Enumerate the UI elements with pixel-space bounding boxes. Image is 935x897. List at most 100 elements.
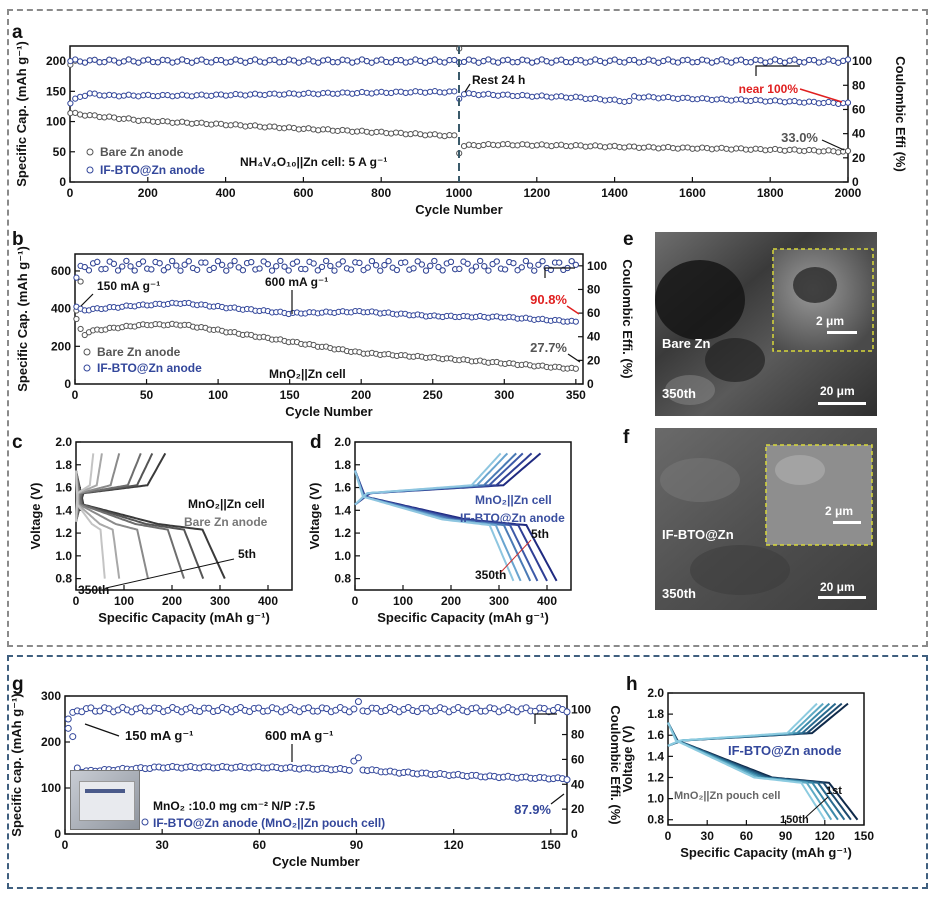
data-point: [413, 708, 421, 716]
sem-image-if-bto-zn: [655, 428, 877, 610]
data-point: [314, 267, 321, 274]
data-point: [239, 267, 247, 274]
data-point: [418, 261, 425, 268]
data-point: [757, 57, 764, 64]
data-point: [131, 267, 138, 274]
data-point: [227, 262, 234, 269]
y-tick-label: 100: [46, 115, 66, 129]
y-tick-label: 1.8: [647, 707, 664, 721]
data-point: [318, 263, 326, 271]
y-tick-label: 0.8: [334, 572, 351, 586]
legend-marker-bare: [86, 148, 94, 156]
y-tick-label: 0.8: [55, 572, 72, 586]
data-point: [431, 56, 438, 63]
data-point: [451, 56, 458, 64]
data-point: [148, 266, 155, 273]
data-point: [364, 264, 371, 271]
x-tick-label: 30: [701, 829, 715, 843]
data-point: [451, 132, 458, 139]
data-point: [481, 263, 488, 270]
x-tick-label: 200: [441, 594, 461, 608]
y-tick-label: 100: [41, 781, 61, 795]
data-point: [154, 59, 161, 66]
cycle-arrow: [105, 558, 235, 589]
annotation-anode: IF-BTO@Zn anode: [728, 743, 842, 758]
y2-tick-label: 0: [587, 377, 594, 391]
y2-tick-label: 100: [587, 259, 607, 273]
x-tick-label: 0: [62, 838, 69, 852]
y-tick-label: 1.8: [334, 458, 351, 472]
data-point: [572, 261, 579, 268]
annotation-150: 150 mA g⁻¹: [125, 728, 194, 743]
data-point: [345, 766, 353, 774]
data-point: [548, 59, 555, 66]
y-tick-label: 200: [41, 735, 61, 749]
data-point: [223, 267, 230, 274]
data-point: [91, 56, 98, 63]
x-tick-label: 150: [280, 388, 300, 402]
y-tick-label: 0: [59, 175, 66, 189]
data-point: [810, 57, 818, 64]
data-point: [388, 59, 395, 66]
x-tick-label: 100: [114, 594, 134, 608]
x-tick-label: 30: [155, 838, 169, 852]
sem-f-main-scale: 20 μm: [820, 580, 855, 594]
arrow-150: [80, 293, 94, 307]
data-point: [114, 267, 122, 274]
data-point: [81, 92, 89, 99]
legend-bto: IF-BTO@Zn anode: [100, 163, 205, 177]
data-point: [393, 266, 400, 274]
red-arrow: [799, 88, 843, 103]
data-point: [703, 57, 711, 64]
data-point: [563, 776, 571, 784]
y2-tick-label: 40: [587, 330, 601, 344]
x-tick-label: 400: [258, 594, 278, 608]
x-tick-label: 800: [371, 186, 391, 200]
plot-frame: [64, 695, 568, 835]
data-point: [373, 704, 381, 712]
data-point: [173, 262, 180, 269]
data-point: [196, 708, 204, 716]
data-point: [464, 260, 471, 267]
data-point: [235, 264, 242, 271]
data-point: [468, 267, 475, 274]
x-tick-label: 0: [352, 594, 359, 608]
y2-tick-label: 100: [852, 54, 872, 68]
sem-e-cycle: 350th: [662, 386, 696, 401]
data-point: [378, 56, 385, 63]
data-point: [472, 704, 480, 712]
data-point: [556, 259, 563, 266]
charge-curve: [354, 452, 502, 506]
data-point: [256, 265, 263, 272]
data-point: [514, 267, 521, 274]
y2-tick-label: 20: [852, 151, 866, 165]
data-point: [81, 263, 88, 271]
data-point: [451, 88, 458, 95]
y2-tick-label: 20: [587, 353, 601, 367]
data-point: [73, 315, 80, 323]
panel-letter-h: h: [626, 674, 638, 695]
x-tick-label: 300: [494, 388, 514, 402]
annotation-rest: Rest 24 h: [472, 73, 525, 87]
top-panel-frame: [7, 9, 928, 647]
x-axis-title: Cycle Number: [285, 404, 372, 419]
annotation-33: 33.0%: [781, 130, 818, 145]
data-point: [268, 267, 276, 274]
x-axis-title: Specific Capacity (mAh g⁻¹): [680, 845, 852, 860]
annotation-600: 600 mA g⁻¹: [265, 728, 334, 743]
data-point: [737, 56, 745, 63]
cycle-arrow: [500, 539, 532, 573]
data-point: [568, 258, 575, 265]
y-tick-label: 1.6: [647, 728, 664, 742]
x-tick-label: 100: [393, 594, 413, 608]
data-point: [156, 260, 163, 267]
data-point: [354, 698, 362, 706]
data-point: [572, 318, 579, 325]
data-point: [285, 267, 292, 274]
data-point: [348, 266, 355, 273]
data-point: [334, 59, 341, 66]
data-point: [248, 259, 255, 266]
data-point: [87, 704, 95, 712]
y-tick-label: 1.2: [55, 526, 72, 540]
